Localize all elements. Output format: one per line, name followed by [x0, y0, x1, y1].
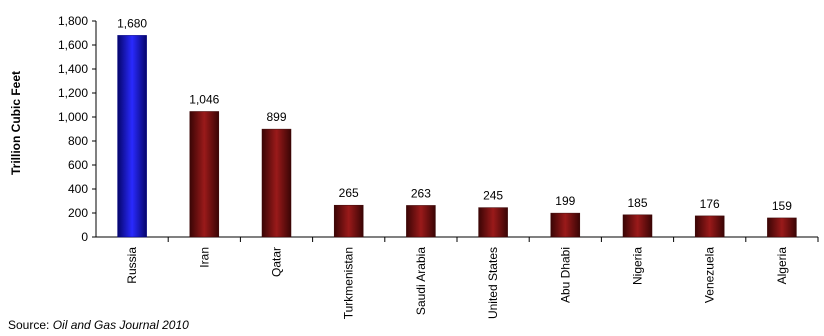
source-note: Source: Oil and Gas Journal 2010: [8, 318, 189, 332]
bar-iran: [189, 111, 220, 238]
y-tick-label: 1,800: [58, 14, 88, 28]
data-label: 1,046: [189, 92, 219, 106]
x-tick-label: Russia: [125, 247, 139, 284]
bar-united-states: [478, 207, 508, 238]
data-label: 176: [700, 197, 720, 211]
y-tick-label: 0: [81, 230, 88, 244]
bar-turkmenistan: [333, 204, 364, 238]
data-label: 1,680: [117, 16, 147, 30]
data-label: 265: [339, 186, 359, 200]
x-tick-label: Algeria: [775, 247, 789, 285]
x-tick-label: Venezuela: [703, 247, 717, 303]
x-tick-label: Turkmenistan: [342, 247, 356, 319]
x-tick-label: Iran: [197, 247, 211, 268]
bar-qatar: [261, 128, 292, 238]
bar-saudi-arabia: [406, 205, 436, 238]
bar-venezuela: [694, 215, 725, 238]
x-tick-label: Qatar: [270, 247, 284, 277]
y-tick-label: 400: [68, 182, 88, 196]
y-axis: 0 200 400 600 800 1,000 1,200 1,400 1,600 1,800: [58, 14, 97, 244]
x-tick-label: Abu Dhabi: [558, 247, 572, 303]
y-tick-label: 1,000: [58, 110, 88, 124]
data-label: 263: [411, 186, 431, 200]
data-label: 199: [555, 194, 575, 208]
bar-abu-dhabi: [550, 212, 581, 238]
y-tick-label: 1,600: [58, 38, 88, 52]
source-prefix: Source:: [8, 318, 50, 332]
bars: 1,680 1,046 899 265 263 245 199 185 176 159: [117, 16, 797, 238]
data-label: 185: [627, 196, 647, 210]
source-name: Oil and Gas Journal 2010: [52, 318, 189, 332]
data-label: 245: [483, 189, 503, 203]
bar-nigeria: [622, 214, 653, 238]
y-tick-label: 600: [68, 158, 88, 172]
y-tick-label: 1,200: [58, 86, 88, 100]
bar-russia: [117, 35, 147, 238]
y-tick-label: 800: [68, 134, 88, 148]
x-tick-label: Saudi Arabia: [414, 247, 428, 315]
x-axis: Russia Iran Qatar Turkmenistan Saudi Arabia U…: [96, 236, 819, 319]
y-tick-label: 200: [68, 206, 88, 220]
x-tick-label: Nigeria: [631, 247, 645, 285]
x-tick-label: United States: [486, 247, 500, 319]
y-axis-title: Trillion Cubic Feet: [9, 71, 23, 175]
data-label: 159: [772, 199, 792, 213]
data-label: 899: [266, 110, 286, 124]
y-tick-label: 1,400: [58, 62, 88, 76]
bar-algeria: [767, 217, 797, 238]
